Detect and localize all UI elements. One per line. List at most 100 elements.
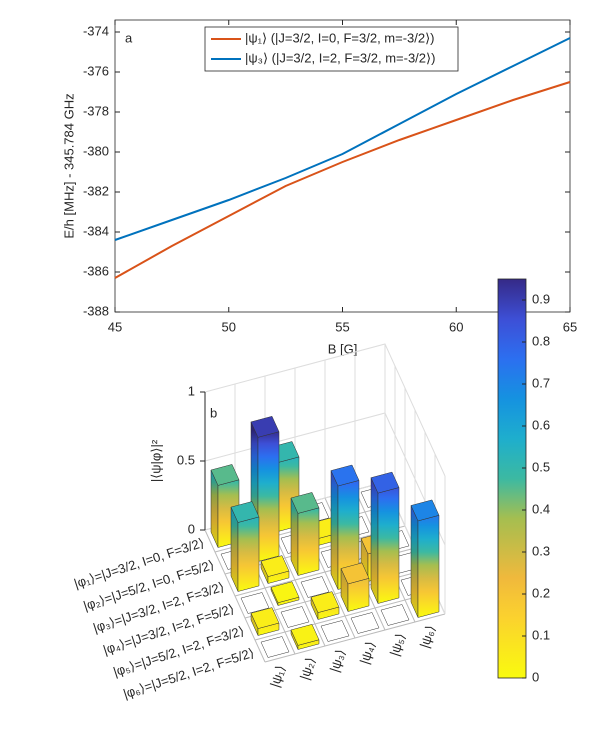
bar [310, 591, 340, 620]
z-axis-label: |⟨ψ|φ⟩|² [148, 439, 163, 482]
bar-front [377, 487, 400, 604]
bar-top [290, 624, 320, 646]
bar-shade [291, 629, 298, 650]
bar [410, 499, 440, 618]
floor-grid [264, 613, 446, 663]
y-tick-label: -384 [83, 223, 109, 238]
floor-grid [254, 591, 436, 641]
bar-shade [231, 507, 238, 592]
bar [270, 581, 300, 606]
column-label: |ψ₄⟩ [357, 639, 378, 666]
bar [290, 492, 320, 576]
legend-label: |ψ₃⟩ (|J=3/2, I=2, F=3/2, m=-3/2⟩) [245, 50, 435, 65]
bar-top [300, 576, 330, 598]
line-series [114, 37, 571, 241]
bar-shade [341, 568, 348, 612]
panel-label: a [125, 30, 133, 45]
z-tick-label: 0.5 [177, 452, 195, 467]
panel-label: b [210, 405, 217, 420]
column-label: |ψ₆⟩ [417, 623, 438, 649]
colorbar [497, 278, 527, 679]
bar-shade [211, 470, 218, 548]
line-series [114, 81, 571, 279]
x-tick-label: 65 [563, 319, 577, 334]
y-tick-label: -388 [83, 303, 109, 318]
column-label: |ψ₃⟩ [327, 647, 348, 674]
bar-top [290, 492, 320, 514]
bar-top [210, 464, 240, 486]
x-tick-label: 60 [449, 319, 463, 334]
bar-top [370, 471, 400, 494]
legend-box [204, 26, 459, 72]
x-axis-label: B [G] [328, 341, 358, 356]
bar-top [380, 604, 410, 626]
bar-shade [411, 505, 418, 618]
colorbar-tick-label: 0 [532, 669, 539, 684]
y-tick-label: -380 [83, 143, 109, 158]
bar [350, 612, 380, 634]
bar-shade [271, 587, 278, 606]
bar [320, 620, 350, 642]
z-tick-label: 0 [188, 521, 195, 536]
bar-shade [291, 498, 298, 576]
bar-shade [371, 477, 378, 604]
bar-top [330, 464, 360, 487]
column-label: |ψ₂⟩ [297, 655, 318, 681]
colorbar-tick-label: 0.2 [532, 585, 550, 600]
colorbar-tick-label: 0.5 [532, 459, 550, 474]
bar [210, 464, 240, 548]
bar [370, 471, 400, 604]
bar [340, 562, 370, 612]
bar-front [417, 514, 440, 618]
bar [230, 501, 260, 592]
bar-top [250, 416, 280, 438]
bar [260, 636, 290, 658]
colorbar-tick-label: 0.8 [532, 333, 550, 348]
bar-top [250, 607, 280, 629]
bar-top [320, 620, 350, 642]
bar-top [260, 636, 290, 658]
bar-top [260, 555, 290, 577]
colorbar-tick-label: 0.3 [532, 543, 550, 558]
x-tick-label: 55 [335, 319, 349, 334]
bar-front [257, 431, 280, 562]
bar [240, 592, 270, 614]
legend-label: |ψ₁⟩ (|J=3/2, I=0, F=3/2, m=-3/2⟩) [245, 30, 435, 45]
wall-grid [204, 343, 446, 477]
bar-shade [331, 470, 338, 590]
bar-top [270, 581, 300, 604]
z-tick-label: 1 [188, 383, 195, 398]
bar [330, 464, 360, 590]
bar [280, 606, 310, 628]
colorbar-tick-label: 0.4 [532, 501, 550, 516]
bar [380, 604, 410, 626]
bar-front [297, 507, 320, 576]
bar-top [350, 612, 380, 634]
y-tick-label: -374 [83, 23, 109, 38]
bar-shade [261, 561, 268, 584]
colorbar-tick-label: 0.1 [532, 627, 550, 642]
bar-top [230, 501, 260, 523]
y-tick-label: -378 [83, 103, 109, 118]
bar [250, 607, 280, 636]
bar-shade [251, 613, 258, 636]
bar [260, 555, 290, 584]
bar-shade [311, 597, 318, 620]
colorbar-tick-label: 0.7 [532, 375, 550, 390]
bar-top [340, 562, 370, 585]
bar-top [280, 606, 310, 628]
x-tick-label: 50 [222, 319, 236, 334]
colorbar-tick-label: 0.6 [532, 417, 550, 432]
column-label: |ψ₅⟩ [387, 631, 408, 657]
y-tick-label: -386 [83, 263, 109, 278]
column-label: |ψ₁⟩ [267, 663, 288, 689]
bar-top [310, 591, 340, 613]
bar-shade [361, 538, 368, 582]
x-tick-label: 45 [108, 319, 122, 334]
bar-front [237, 516, 260, 592]
colorbar-tick-label: 0.9 [532, 291, 550, 306]
y-tick-label: -382 [83, 183, 109, 198]
bar-top [410, 499, 440, 522]
bar [290, 624, 320, 650]
